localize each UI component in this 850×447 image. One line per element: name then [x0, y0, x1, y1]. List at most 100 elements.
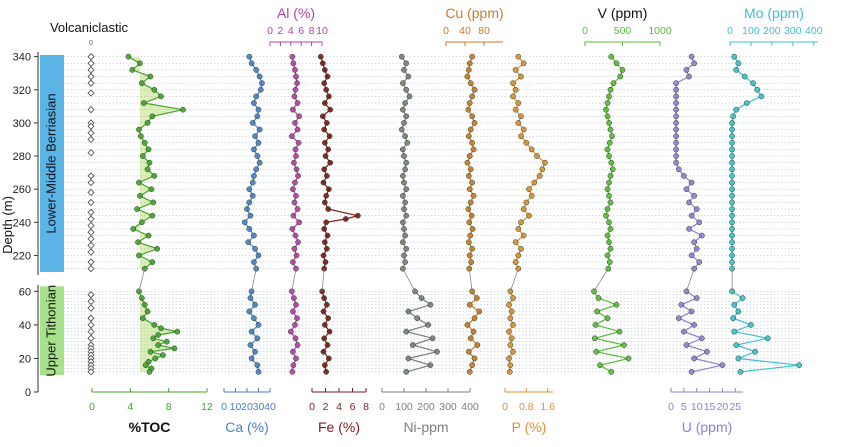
u-data-point [683, 67, 690, 73]
p-tick-label: 0 [502, 401, 508, 413]
al-data-point [290, 106, 296, 113]
v-data-point [613, 301, 620, 308]
ni-data-point [400, 106, 406, 113]
p-data-point [512, 259, 519, 265]
al-data-point [293, 192, 299, 199]
toc-data-point [144, 120, 151, 126]
depth-axis-label: Depth (m) [0, 196, 15, 254]
cu-data-point [471, 355, 478, 362]
fe-data-point [327, 159, 334, 166]
depth-tick-label: 0 [25, 387, 31, 399]
ni-data-point [427, 362, 434, 369]
toc-data-point [147, 73, 154, 80]
u-data-point [673, 100, 679, 106]
mo-data-point [729, 133, 735, 140]
toc-data-point [141, 139, 148, 146]
ni-data-point [401, 179, 407, 186]
u-data-point [696, 219, 703, 226]
cu-data-point [466, 219, 473, 226]
ni-data-point [402, 232, 408, 239]
al-data-point [293, 166, 300, 173]
fe-data-point [326, 355, 332, 362]
toc-tick-label: 12 [201, 401, 213, 413]
u-data-point [691, 239, 697, 246]
u-panel: 0 5 10 15 20 25 U (ppm) [668, 53, 743, 435]
ni-data-point [400, 192, 406, 199]
fe-data-point [324, 120, 330, 126]
u-data-point [673, 153, 679, 159]
depth-tick-label: 240 [13, 217, 31, 229]
toc-data-point [137, 192, 143, 199]
cu-data-point [467, 232, 474, 239]
cu-data-point [471, 120, 478, 126]
al-data-point [294, 80, 300, 87]
ca-data-point [257, 86, 264, 93]
ni-tick-label: 0 [379, 401, 385, 413]
al-data-point [295, 139, 302, 146]
p-data-point [515, 265, 522, 272]
volcaniclastic-marker [87, 188, 95, 197]
volcaniclastic-marker [87, 72, 95, 81]
volcaniclastic-title: Volcaniclastic [50, 20, 129, 35]
ca-data-point [255, 322, 262, 328]
toc-data-point [137, 60, 143, 67]
ni-data-point [401, 67, 407, 73]
fe-data-point [320, 308, 327, 315]
mo-data-point [758, 93, 765, 100]
volcaniclastic-marker [87, 79, 95, 87]
v-data-point [608, 369, 615, 375]
ca-data-point [253, 93, 260, 100]
volcaniclastic-marker [87, 106, 95, 114]
depth-tick-label: 320 [13, 85, 31, 97]
toc-data-point [125, 53, 132, 60]
al-data-point [294, 100, 301, 106]
p-data-point [526, 212, 532, 219]
u-tick-label: 15 [704, 401, 716, 413]
ca-data-point [252, 348, 258, 355]
fe-data-point [321, 139, 328, 146]
ni-tick-label: 100 [395, 401, 413, 413]
v-data-point [604, 113, 611, 120]
fe-data-point [326, 133, 333, 140]
u-data-point [719, 362, 726, 369]
v-data-point [607, 199, 614, 206]
ca-data-point [247, 212, 254, 219]
al-data-point [293, 153, 299, 159]
fe-tick-label: 4 [336, 401, 342, 413]
mo-data-point [729, 120, 735, 126]
unit-label: Upper Tithonian [43, 285, 58, 377]
v-data-point [609, 166, 616, 173]
cu-data-point [468, 212, 475, 219]
toc-data-point [151, 173, 158, 179]
p-data-point [539, 166, 546, 173]
fe-data-point [326, 328, 333, 335]
u-tick-label: 10 [691, 401, 703, 413]
fe-data-point [324, 301, 330, 308]
cu-data-point [470, 146, 477, 153]
volcaniclastic-marker [87, 122, 95, 130]
al-tick-label: 8 [309, 25, 315, 37]
p-data-point [520, 126, 527, 133]
u-data-point [673, 106, 679, 113]
al-data-point [287, 328, 294, 335]
v-data-point [621, 342, 627, 348]
p-data-point [510, 322, 516, 328]
fe-data-point [317, 53, 324, 60]
p-connector [510, 268, 519, 292]
p-data-point [520, 232, 527, 239]
ca-data-point [246, 226, 253, 232]
al-data-point [292, 335, 299, 342]
v-connector [593, 268, 609, 292]
al-data-point [290, 186, 296, 193]
v-data-point [593, 348, 600, 355]
volcaniclastic-marker [87, 149, 95, 157]
p-data-point [518, 133, 524, 140]
fe-data-point [355, 212, 361, 219]
cu-data-point [466, 60, 473, 67]
ni-data-point [398, 53, 405, 60]
ni-tick-label: 400 [461, 401, 479, 413]
ni-data-point [406, 93, 413, 100]
